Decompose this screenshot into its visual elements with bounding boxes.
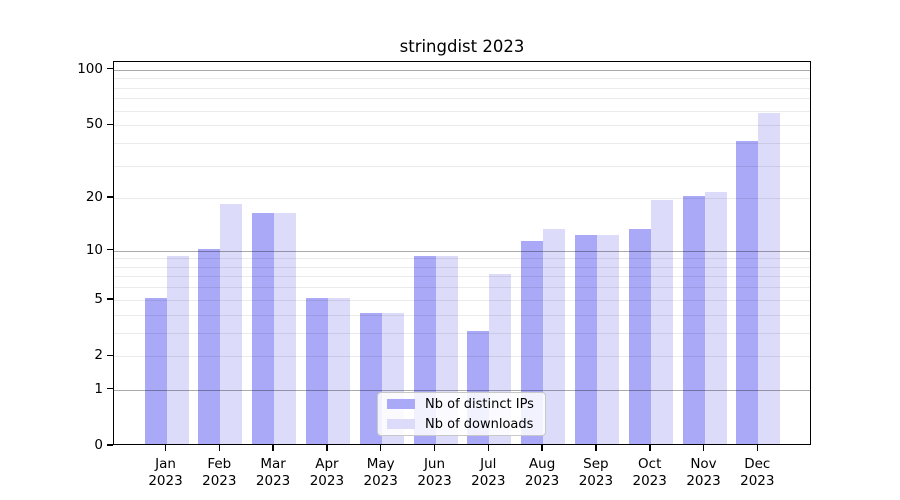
grid-layer [114,62,810,444]
y-tick-label-50: 50 [85,116,103,133]
y-tick-label-0: 0 [94,437,103,453]
gridline-20 [114,197,810,199]
bar-aug-downloads [543,228,566,444]
legend-label-downloads: Nb of downloads [425,416,534,432]
gridline-10 [114,250,810,252]
y-tick-50 [107,123,113,126]
chart-title: stringdist 2023 [399,37,525,56]
x-tick-jul [487,445,489,451]
bar-nov-distinct-ips [682,195,705,444]
y-tick-1 [107,387,113,390]
legend-label-distinct-ips: Nb of distinct IPs [425,396,534,412]
bar-jan-distinct-ips [144,297,167,444]
bar-oct-distinct-ips [628,228,651,444]
bar-dec-downloads [758,112,781,444]
y-tick-label-1: 1 [94,380,103,397]
gridline-4 [114,314,810,316]
legend-item-distinct-ips: Nb of distinct IPs [387,397,545,412]
gridline-5 [114,299,810,301]
x-tick-jun [433,445,436,451]
x-tick-label-aug: Aug 2023 [524,456,560,489]
x-tick-sep [595,445,597,451]
bar-mar-downloads [274,213,297,444]
bar-sep-downloads [596,234,619,444]
x-tick-nov [702,445,705,451]
x-tick-label-feb: Feb 2023 [202,456,237,489]
bar-feb-distinct-ips [198,248,221,444]
gridline-70 [114,98,810,100]
gridline-2 [114,356,810,358]
x-tick-feb [218,445,221,451]
y-tick-2 [107,354,113,357]
gridline-60 [114,110,810,112]
y-tick-0 [107,444,113,446]
gridline-7 [114,276,810,278]
gridline-8 [114,266,810,268]
x-tick-dec [756,445,758,451]
y-tick-label-20: 20 [85,188,103,205]
x-tick-label-may: May 2023 [363,456,398,489]
gridline-9 [114,258,810,260]
x-tick-label-apr: Apr 2023 [309,456,345,489]
y-tick-5 [107,298,113,300]
plot-area [113,61,811,445]
y-tick-10 [107,248,113,251]
bar-jan-downloads [166,256,189,444]
x-tick-oct [649,445,651,451]
legend-swatch-downloads [387,419,415,429]
x-tick-label-nov: Nov 2023 [686,456,721,489]
bar-dec-distinct-ips [736,141,759,444]
bar-apr-downloads [327,297,350,444]
y-tick-label-10: 10 [85,241,103,258]
gridline-30 [114,166,810,167]
bar-mar-distinct-ips [252,213,275,444]
legend-item-downloads: Nb of downloads [387,417,545,432]
gridline-100 [114,69,810,71]
x-tick-label-oct: Oct 2023 [632,456,667,489]
bar-feb-downloads [220,203,243,444]
legend: Nb of distinct IPs Nb of downloads [377,392,546,436]
x-tick-aug [541,445,543,451]
x-tick-label-dec: Dec 2023 [740,456,775,489]
bar-apr-distinct-ips [305,297,328,444]
gridline-1 [114,389,810,391]
gridline-90 [114,78,810,80]
x-tick-may [379,445,382,451]
x-tick-label-jun: Jun 2023 [417,456,452,489]
x-tick-label-jan: Jan 2023 [148,456,183,489]
bar-oct-downloads [650,199,673,444]
x-tick-label-jul: Jul 2023 [471,456,506,489]
y-tick-100 [107,67,113,70]
x-tick-label-sep: Sep 2023 [578,456,614,489]
bar-sep-distinct-ips [574,234,597,444]
gridline-40 [114,143,810,145]
gridline-6 [114,287,810,289]
y-tick-label-100: 100 [77,60,103,77]
y-tick-label-5: 5 [94,290,103,307]
x-tick-label-mar: Mar 2023 [255,456,291,489]
y-tick-label-2: 2 [94,347,103,364]
bar-may-distinct-ips [359,312,382,444]
bar-nov-downloads [704,192,727,444]
x-tick-jan [164,445,167,451]
legend-swatch-distinct-ips [387,399,415,409]
y-tick-20 [107,196,113,198]
x-tick-apr [326,445,328,451]
gridline-3 [114,333,810,334]
gridline-50 [114,125,810,127]
x-tick-mar [272,445,274,451]
gridline-80 [114,87,810,89]
